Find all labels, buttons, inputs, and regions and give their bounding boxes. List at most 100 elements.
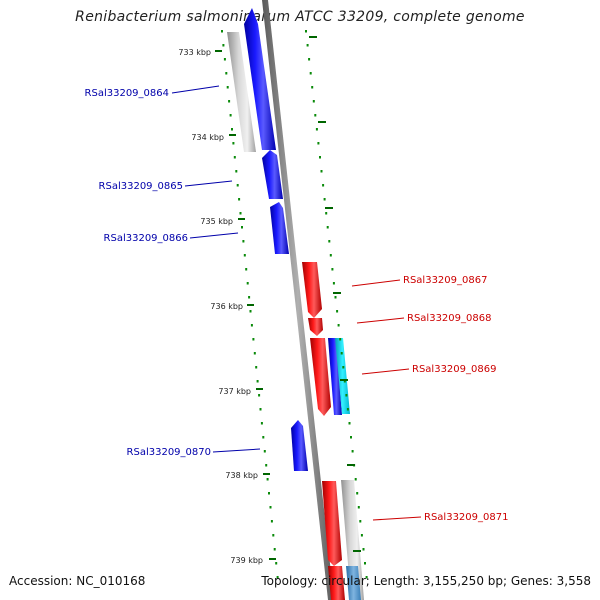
gene-label-rsal33209-0868[interactable]: RSal33209_0868: [407, 313, 491, 324]
accession-text: Accession: NC_010168: [9, 574, 146, 588]
ring-dot: [311, 86, 314, 89]
ring-dot: [268, 492, 270, 495]
ring-dot: [334, 296, 337, 299]
ring-dot: [354, 478, 357, 481]
ring-dot: [348, 422, 351, 425]
ring-dot: [238, 198, 241, 201]
ring-dot: [241, 226, 243, 229]
cds-rsal33209-0870[interactable]: [291, 420, 308, 471]
ring-dot: [346, 408, 349, 411]
cds-rsal33209-0869-blue: [328, 338, 342, 415]
ring-dot: [229, 114, 232, 117]
gene-label-rsal33209-0865[interactable]: RSal33209_0865: [99, 181, 183, 192]
ring-dot: [250, 324, 253, 327]
tick-label: 739 kbp: [230, 556, 263, 565]
ring-dot: [339, 338, 342, 341]
label-leader: [361, 368, 410, 375]
ring-dot: [322, 184, 325, 187]
ring-dot: [309, 72, 312, 75]
ring-dot: [252, 338, 255, 341]
ring-dot: [308, 58, 311, 61]
label-leader: [184, 180, 233, 187]
label-leader: [351, 279, 401, 287]
gene-label-rsal33209-0866[interactable]: RSal33209_0866: [104, 233, 188, 244]
cds-rsal33209-0864[interactable]: [244, 8, 276, 150]
ring-dot: [364, 562, 366, 565]
cds-rsal33209-0871-tail: [328, 566, 345, 600]
ring-dot: [233, 156, 236, 159]
gene-label-rsal33209-0864[interactable]: RSal33209_0864: [85, 88, 169, 99]
ring-dot: [331, 268, 334, 271]
cds-rsal33209-0868[interactable]: [308, 318, 323, 336]
tick-label: 733 kbp: [178, 48, 211, 57]
ring-dot: [243, 254, 246, 257]
ring-dot: [269, 506, 272, 509]
dotted-ring: [221, 30, 368, 579]
ring-dot: [260, 422, 263, 425]
ring-dot: [359, 520, 362, 523]
ring-dot: [221, 30, 223, 33]
label-leader: [356, 317, 405, 324]
ring-dot: [319, 156, 321, 159]
ring-dot: [305, 30, 307, 33]
ring-dot: [231, 128, 233, 131]
ring-dot: [345, 394, 348, 397]
ring-dot: [328, 240, 331, 243]
ring-dot: [357, 506, 360, 509]
ring-dot: [332, 282, 335, 285]
ring-dot: [232, 142, 235, 145]
gene-label-rsal33209-0869[interactable]: RSal33209_0869: [412, 364, 496, 375]
ring-dot: [225, 72, 228, 75]
ring-dot: [245, 268, 248, 271]
cds-rsal33209-0869[interactable]: [310, 338, 331, 416]
ring-dot: [351, 450, 354, 453]
steelblue-feature: [346, 566, 361, 600]
ring-dot: [256, 380, 259, 383]
cds-rsal33209-0871[interactable]: [322, 481, 342, 566]
ring-dot: [356, 492, 359, 495]
ring-dot: [265, 464, 268, 467]
ring-dot: [270, 520, 273, 523]
ring-dot: [273, 548, 276, 551]
cds-rsal33209-0866[interactable]: [270, 202, 289, 254]
ring-dot: [263, 450, 266, 453]
tick-label: 736 kbp: [210, 302, 243, 311]
ring-dot: [275, 562, 278, 565]
cds-rsal33209-0867[interactable]: [302, 262, 322, 318]
tick-label: 735 kbp: [200, 217, 233, 226]
ring-dot: [337, 324, 340, 327]
ring-dot: [236, 184, 239, 187]
ring-dot: [226, 86, 229, 89]
ring-dot: [259, 408, 262, 411]
label-leader: [212, 448, 261, 453]
ring-dot: [248, 296, 251, 299]
ring-dot: [239, 212, 242, 215]
ring-dot: [326, 226, 329, 229]
ring-dot: [246, 282, 249, 285]
tick-label: 737 kbp: [218, 387, 251, 396]
gene-label-rsal33209-0871[interactable]: RSal33209_0871: [424, 512, 508, 523]
map-title: Renibacterium salmoninarum ATCC 33209, c…: [75, 9, 525, 25]
ring-dot: [365, 576, 368, 579]
ring-dot: [242, 240, 245, 243]
tick-label: 734 kbp: [191, 133, 224, 142]
ring-dot: [350, 436, 352, 439]
ring-dot: [258, 394, 261, 397]
ring-dot: [249, 310, 252, 313]
gene-label-rsal33209-0867[interactable]: RSal33209_0867: [403, 275, 487, 286]
ring-dot: [235, 170, 238, 173]
ring-dot: [342, 366, 345, 369]
label-leader: [372, 516, 422, 521]
gene-label-rsal33209-0870[interactable]: RSal33209_0870: [127, 447, 211, 458]
cds-rsal33209-0865[interactable]: [262, 150, 283, 199]
ring-dot: [320, 170, 323, 173]
ring-dot: [323, 198, 326, 201]
ring-dot: [336, 310, 339, 313]
ring-dot: [223, 58, 226, 61]
ring-dot: [228, 100, 231, 103]
genome-summary-text: Topology: circular; Length: 3,155,250 bp…: [261, 574, 591, 588]
ring-dot: [255, 366, 258, 369]
ring-dot: [222, 44, 225, 47]
ring-dot: [314, 114, 317, 117]
